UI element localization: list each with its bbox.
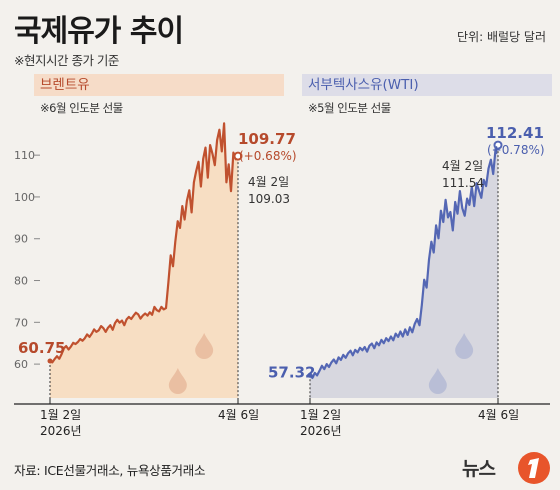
y-tick-label: 70 [14,316,28,329]
wti-prev-date: 4월 2일 [442,159,483,173]
brent-line [49,122,239,364]
oil-drop-icon [455,333,474,359]
brent-x-start-label: 1월 2일 [40,408,81,422]
oil-drop-icon [168,368,187,394]
brent-end-point [233,151,243,161]
source-note: 자료: ICE선물거래소, 뉴욕상품거래소 [14,463,206,478]
wti-x-end-label: 4월 6일 [478,408,519,422]
brent-prev-value: 109.03 [248,192,290,206]
brent-start-point [47,358,53,364]
wti-start-value: 57.32 [268,363,315,381]
logo-text: 뉴스 [462,458,495,480]
x-axis-labels: 1월 2일 2026년 4월 6일 1월 2일 2026년 4월 6일 [40,398,519,438]
oil-drop-icon [428,368,447,394]
brent-subtitle: ※6월 인도분 선물 [40,101,123,115]
wti-chart: 57.32 112.41(+0.78%) 4월 2일 111.54 [268,124,545,404]
y-tick-label: 80 [14,275,28,288]
wti-prev-value: 111.54 [442,176,484,190]
brent-area [50,123,238,399]
news1-logo: 뉴스 [462,452,550,484]
brent-header: 브렌트유 [34,74,284,96]
y-tick-label: 100 [14,191,35,204]
wti-x-start-label: 1월 2일 [300,408,341,422]
brent-end-change: (+0.68%) [239,149,297,163]
brent-x-end-label: 4월 6일 [218,408,259,422]
y-tick-label: 60 [14,358,28,371]
brent-start-value: 60.75 [18,339,65,357]
oil-drop-icon [195,333,214,359]
wti-end-change: (+0.78%) [487,143,545,157]
brent-end-value: 109.77 [238,130,296,148]
brent-chart: 60.75 109.77(+0.68%) 4월 2일 109.03 [18,122,297,404]
wti-end-value: 112.41 [486,124,544,142]
wti-end-point [493,140,503,150]
brent-prev-date: 4월 2일 [248,175,289,189]
wti-subtitle: ※5월 인도분 선물 [308,101,391,115]
wti-line [309,144,499,379]
wti-header: 서부텍사스유(WTI) [302,74,552,96]
wti-area [310,145,498,398]
wti-start-point [307,372,313,378]
logo-numeral [528,458,539,478]
brent-x-start-year: 2026년 [40,424,82,438]
unit-label: 단위: 배럴당 달러 [457,30,546,44]
page-title: 국제유가 추이 [14,14,184,49]
y-tick-label: 110 [14,149,35,162]
basis-note: ※현지시간 종가 기준 [14,53,119,68]
y-tick-label: 90 [14,233,28,246]
wti-x-start-year: 2026년 [300,424,342,438]
y-axis: 60 70 80 90 100 110 [14,149,40,371]
